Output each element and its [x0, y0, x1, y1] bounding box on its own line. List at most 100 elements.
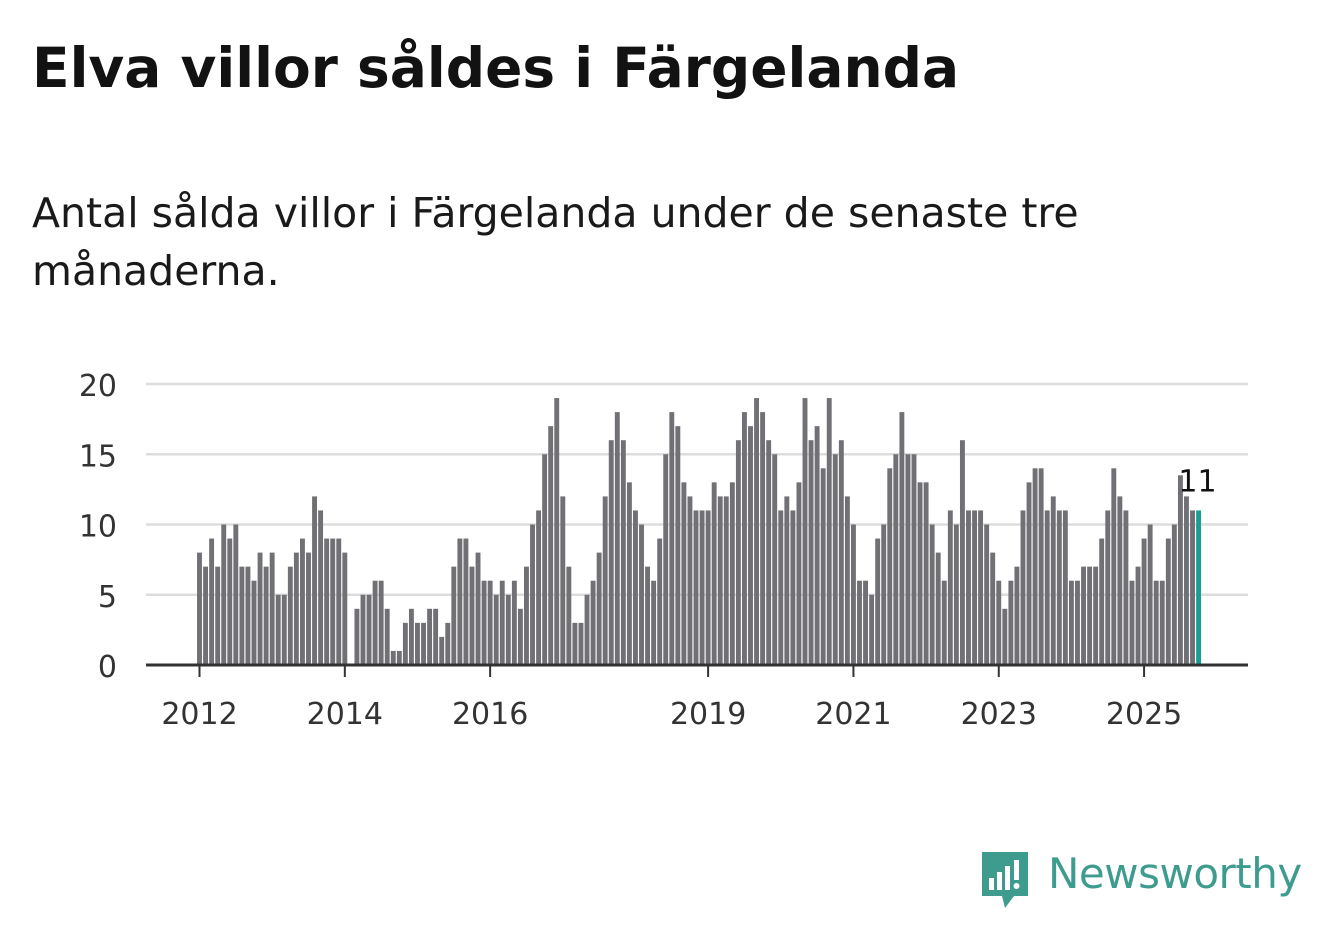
y-tick-label: 20 [79, 369, 117, 404]
bar [390, 650, 396, 665]
bar [857, 580, 862, 665]
bar [493, 594, 499, 665]
bar [251, 580, 257, 665]
bar [1147, 524, 1153, 665]
bar [239, 566, 245, 665]
bar [608, 440, 614, 665]
bar [511, 580, 517, 665]
bar [245, 566, 251, 665]
bar [360, 594, 366, 665]
bar [996, 580, 1002, 665]
bar [748, 426, 753, 665]
x-tick-label: 2023 [961, 697, 1037, 732]
bar [1129, 580, 1135, 665]
bar [445, 622, 451, 665]
bar [481, 580, 487, 665]
bar [572, 622, 578, 665]
y-tick-label: 15 [79, 439, 117, 474]
bar [1099, 538, 1105, 665]
bar [463, 538, 469, 665]
bar [269, 552, 275, 665]
x-axis [146, 663, 1248, 677]
bar [705, 510, 711, 665]
bar [318, 510, 324, 665]
bar [554, 398, 560, 665]
bar [1068, 580, 1074, 665]
bar [796, 482, 802, 665]
bar [723, 496, 729, 665]
x-tick-label: 2012 [161, 697, 237, 732]
bar [209, 538, 215, 665]
bar [1171, 524, 1177, 665]
newsworthy-logo[interactable]: Newsworthy [980, 848, 1302, 912]
bar [499, 580, 505, 665]
bar [299, 538, 305, 665]
bar [475, 552, 481, 665]
chart-subtitle: Antal sålda villor i Färgelanda under de… [32, 189, 1079, 295]
bar [275, 594, 281, 665]
bar [663, 454, 669, 665]
bar [306, 552, 311, 665]
bar [784, 496, 790, 665]
bar [1184, 496, 1189, 665]
bars [197, 398, 1202, 665]
bar [614, 412, 620, 665]
bar [850, 524, 856, 665]
bar [1190, 510, 1195, 665]
bar [657, 538, 663, 665]
bar [941, 580, 947, 665]
bar [1081, 566, 1086, 665]
bar [402, 622, 408, 665]
bar [620, 440, 626, 665]
bar [457, 538, 463, 665]
bar [342, 552, 348, 665]
bar [899, 412, 905, 665]
bar [1050, 496, 1056, 665]
bar [645, 566, 651, 665]
bar [814, 426, 820, 665]
bar [808, 440, 814, 665]
bar [729, 482, 735, 665]
bar [863, 580, 868, 665]
bar [1008, 580, 1014, 665]
bar [560, 496, 566, 665]
bar [802, 398, 808, 665]
bar [778, 510, 784, 665]
bar [947, 510, 953, 665]
bar [197, 552, 202, 665]
x-tick-label: 2019 [670, 697, 746, 732]
bar [826, 398, 832, 665]
bar [427, 608, 433, 665]
bar [772, 454, 778, 665]
bar [227, 538, 233, 665]
bar [687, 496, 693, 665]
bar [917, 482, 923, 665]
bar [263, 566, 269, 665]
bar [439, 636, 445, 665]
x-tick-label: 2025 [1106, 697, 1182, 732]
bar [517, 608, 523, 665]
bar [711, 482, 717, 665]
bar [929, 524, 935, 665]
bar [887, 468, 893, 665]
bar [421, 622, 426, 665]
bar [869, 594, 875, 665]
bar [1014, 566, 1020, 665]
y-tick-label: 10 [79, 510, 117, 545]
bar [281, 594, 287, 665]
bar [693, 510, 699, 665]
bar [905, 454, 911, 665]
bar [1044, 510, 1050, 665]
labels: 0 5 10 15 20 2012 2014 2016 2019 2021 2023 2025 11 [79, 369, 1217, 732]
bar [1056, 510, 1062, 665]
bar [966, 510, 971, 665]
bar [838, 440, 844, 665]
bar [415, 622, 420, 665]
bar [717, 496, 723, 665]
bar [203, 566, 209, 665]
newsworthy-logo-icon [982, 852, 1028, 908]
bar [378, 580, 384, 665]
bar [832, 454, 838, 665]
x-tick-label: 2016 [452, 697, 528, 732]
bar [312, 496, 317, 665]
